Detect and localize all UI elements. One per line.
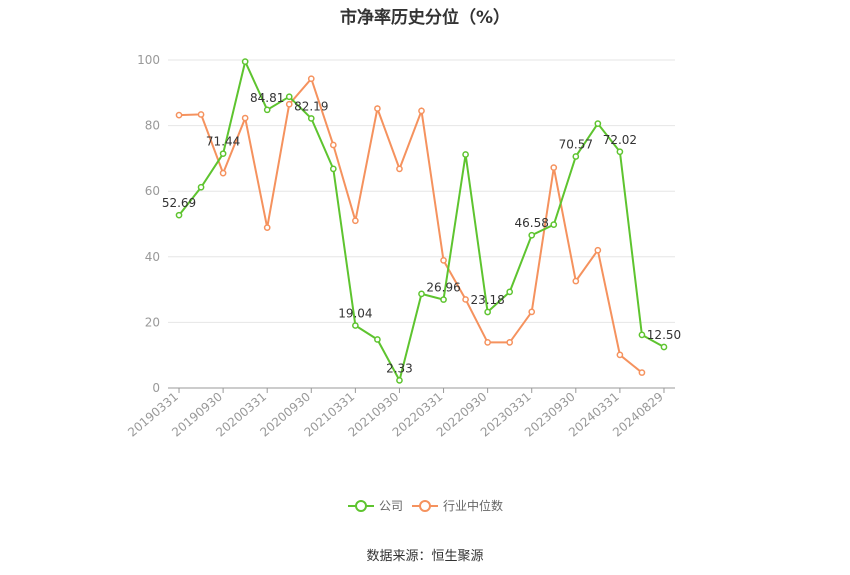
data-point	[462, 296, 469, 303]
data-point	[506, 339, 514, 346]
data-point	[329, 141, 337, 149]
legend-label: 行业中位数	[443, 498, 503, 513]
data-label: 2.33	[386, 361, 413, 375]
data-point	[219, 150, 227, 158]
data-point	[396, 165, 403, 173]
data-point	[660, 343, 668, 351]
data-point	[506, 288, 514, 296]
data-point	[396, 377, 403, 384]
data-point	[352, 322, 359, 329]
data-point	[484, 308, 491, 316]
grid-lines	[168, 59, 675, 323]
data-point	[418, 290, 425, 298]
legend-marker	[355, 500, 367, 512]
data-point	[528, 231, 536, 239]
data-point	[197, 183, 205, 191]
data-point	[462, 151, 469, 158]
series-lines	[175, 58, 668, 384]
series-line	[178, 76, 643, 374]
data-point	[528, 308, 536, 316]
data-label: 46.58	[515, 216, 549, 230]
data-point	[616, 351, 624, 359]
data-point	[484, 339, 491, 346]
data-point	[440, 257, 447, 264]
data-point	[374, 336, 381, 343]
data-point	[197, 111, 205, 118]
y-tick-label: 100	[137, 53, 160, 67]
legend-label: 公司	[379, 499, 403, 513]
y-tick-label: 80	[145, 119, 160, 133]
data-point	[241, 114, 249, 122]
data-point	[241, 58, 249, 65]
data-label: 12.50	[647, 328, 681, 342]
data-label: 82.19	[294, 99, 328, 113]
data-point	[550, 164, 558, 171]
data-point	[285, 93, 293, 101]
chart-title: 市净率历史分位（%）	[339, 8, 511, 28]
legend: 公司 行业中位数	[348, 498, 503, 513]
y-tick-label: 0	[152, 381, 160, 395]
data-point	[263, 224, 271, 231]
data-source: 数据来源：恒生聚源	[366, 549, 484, 564]
data-point	[594, 120, 602, 127]
data-point	[263, 106, 271, 114]
data-point	[418, 107, 425, 115]
line-chart: 0 20 40 60 80 100 201903312019093020200331202…	[125, 53, 681, 513]
data-point	[572, 277, 580, 285]
data-point	[329, 165, 337, 173]
data-label: 26.96	[426, 281, 460, 295]
data-label: 19.04	[338, 307, 372, 321]
data-point	[307, 115, 315, 122]
data-label: 23.18	[470, 293, 504, 307]
data-point	[175, 111, 183, 119]
data-point	[374, 105, 381, 112]
data-point	[352, 217, 359, 225]
data-label: 71.44	[206, 135, 240, 149]
data-label: 72.02	[603, 133, 637, 147]
y-axis-ticks: 0 20 40 60 80 100	[137, 53, 160, 395]
y-tick-label: 20	[145, 315, 160, 329]
data-point	[285, 100, 293, 108]
data-point	[550, 221, 558, 229]
data-point	[638, 331, 646, 339]
data-point	[638, 369, 646, 376]
data-point	[440, 296, 447, 303]
data-label: 52.69	[162, 196, 196, 210]
data-point	[594, 246, 602, 254]
x-axis: 2019033120190930202003312020093020210331…	[125, 387, 675, 440]
legend-marker	[419, 500, 431, 512]
y-tick-label: 60	[145, 184, 160, 198]
data-point	[307, 75, 315, 83]
data-label: 84.81	[250, 91, 284, 105]
data-point	[616, 148, 624, 156]
data-label: 70.57	[559, 138, 593, 152]
data-point	[219, 169, 227, 177]
data-point	[572, 153, 580, 160]
data-labels: 52.69 71.44 84.81 82.19 19.04 2.33 26.96 23.18 4…	[162, 91, 681, 376]
data-point	[175, 211, 183, 219]
y-tick-label: 40	[145, 250, 160, 264]
